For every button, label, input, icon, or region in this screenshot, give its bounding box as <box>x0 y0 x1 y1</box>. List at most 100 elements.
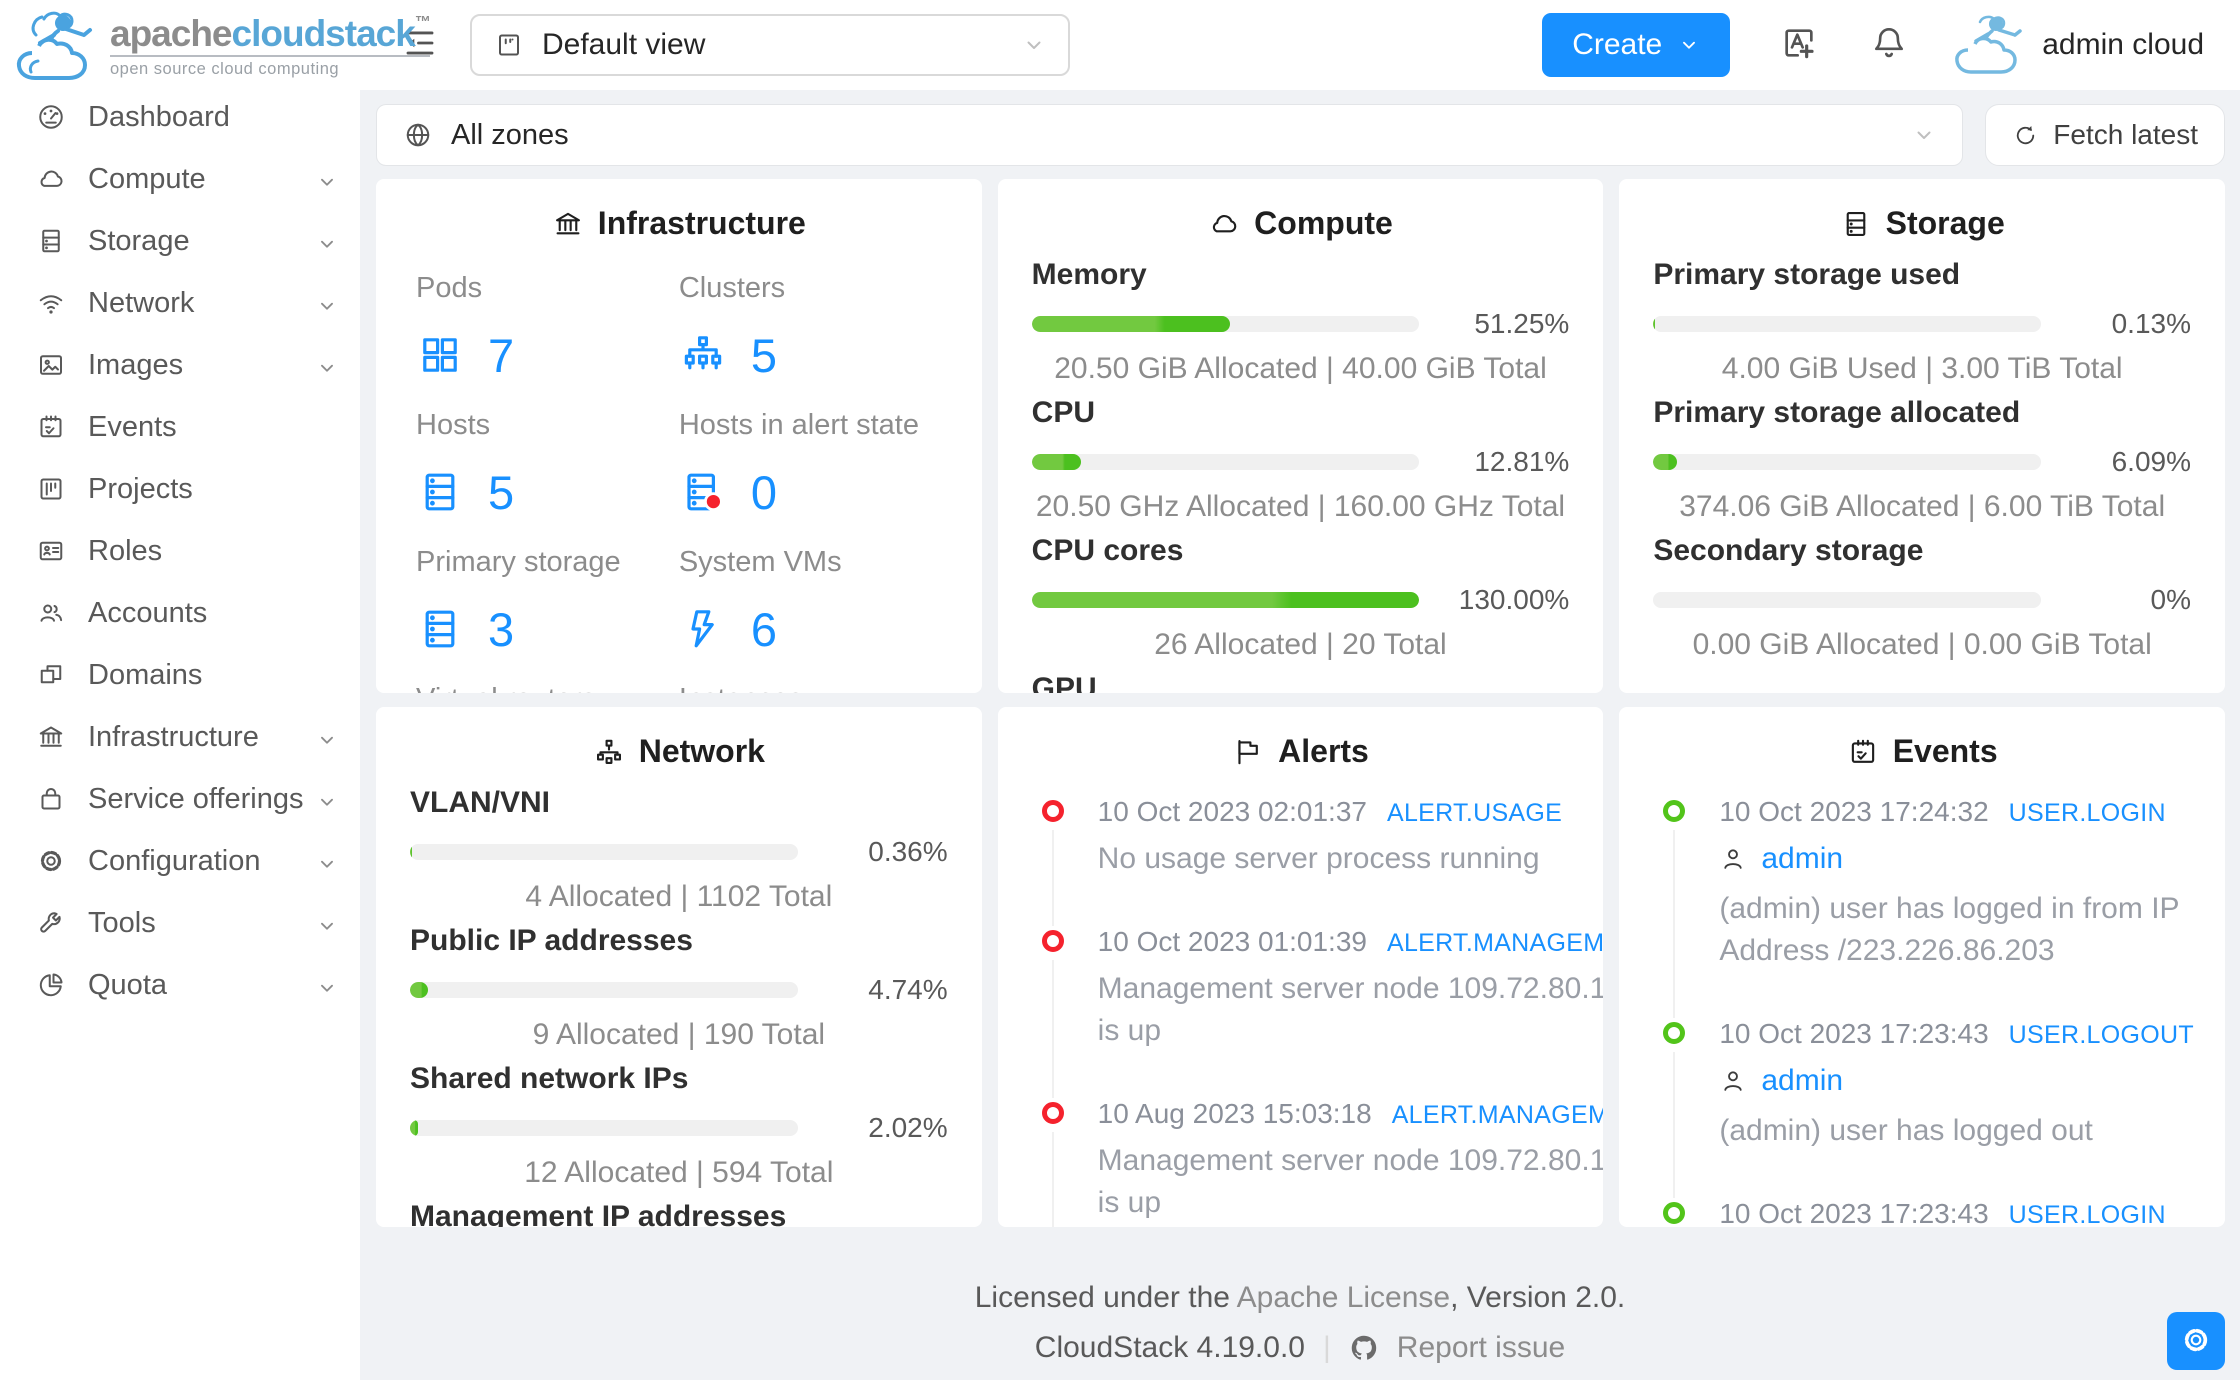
sidebar-item[interactable]: Quota <box>0 954 360 1016</box>
primary-storage-icon <box>416 605 464 653</box>
metric-name: Shared network IPs <box>410 1062 689 1095</box>
compute-card: Compute Memory 51.25% 20.50 GiB Allocate… <box>997 179 1604 693</box>
infrastructure-stat[interactable]: Virtual routers 6 <box>416 683 679 693</box>
accounts-icon <box>36 598 66 628</box>
sidebar-item-label: Infrastructure <box>88 720 259 753</box>
create-button-label: Create <box>1572 28 1663 61</box>
usage-metric: Public IP addresses 4.74% 9 Allocated | … <box>410 924 948 1052</box>
alerts-card-title-text: Alerts <box>1278 733 1369 769</box>
timeline-connector <box>1673 1052 1676 1198</box>
event-marker-icon <box>1663 1022 1686 1044</box>
chevron-down-icon <box>316 850 338 872</box>
sidebar-item[interactable]: Events <box>0 396 360 458</box>
translate-button[interactable] <box>1778 24 1820 66</box>
pods-icon <box>416 331 464 379</box>
sidebar-item[interactable]: Network <box>0 272 360 334</box>
event-timestamp: 10 Oct 2023 17:23:43 <box>1719 1018 1989 1049</box>
progress-fill <box>410 1120 418 1136</box>
timeline-rail <box>1663 796 1719 1018</box>
alert-timestamp: 10 Oct 2023 01:01:39 <box>1097 926 1367 957</box>
timeline-connector <box>1051 960 1054 1098</box>
storage-metrics: Primary storage used 0.13% 4.00 GiB Used… <box>1653 258 2191 662</box>
report-issue-link[interactable]: Report issue <box>1396 1331 1566 1364</box>
chevron-down-icon <box>316 726 338 748</box>
timeline-connector <box>1673 830 1676 1018</box>
timeline-rail <box>1663 1198 1719 1227</box>
fetch-latest-button[interactable]: Fetch latest <box>1985 104 2225 166</box>
sidebar-item[interactable]: Service offerings <box>0 768 360 830</box>
fetch-latest-label: Fetch latest <box>2053 119 2198 150</box>
infrastructure-stat[interactable]: Pods 7 <box>416 272 679 379</box>
sidebar-item-label: Network <box>88 286 195 319</box>
stat-label: Virtual routers <box>416 683 679 693</box>
sidebar-item[interactable]: Infrastructure <box>0 706 360 768</box>
alert-body: 10 Aug 2023 15:03:18 ALERT.MANAGEMENT Ma… <box>1098 1098 1604 1227</box>
storage-card: Storage Primary storage used 0.13% 4.00 … <box>1619 179 2225 693</box>
zone-selector-value: All zones <box>451 118 569 151</box>
alert-type-link[interactable]: ALERT.MANAGEMENT <box>1391 1101 1604 1129</box>
translate-icon <box>1779 23 1819 68</box>
domains-icon <box>36 660 66 690</box>
infrastructure-stat[interactable]: Instances 12 <box>679 683 942 693</box>
sidebar-menu: Dashboard Compute Storage Network Images… <box>0 86 360 1016</box>
sidebar-item[interactable]: Roles <box>0 520 360 582</box>
create-button[interactable]: Create <box>1542 13 1731 77</box>
sidebar-item[interactable]: Storage <box>0 210 360 272</box>
chevron-down-icon <box>316 788 338 810</box>
alert-type-link[interactable]: ALERT.USAGE <box>1386 799 1563 827</box>
event-type-link[interactable]: USER.LOGIN <box>2008 799 2166 827</box>
sidebar-item[interactable]: Configuration <box>0 830 360 892</box>
stat-value-row: 7 <box>416 331 679 379</box>
dashboard-content: Infrastructure Pods 7 Clusters 5 Hosts 5… <box>360 166 2240 1227</box>
sidebar-item[interactable]: Images <box>0 334 360 396</box>
infrastructure-stat[interactable]: Clusters 5 <box>679 272 942 379</box>
event-user-link[interactable]: admin <box>1761 1064 1844 1097</box>
apache-license-link[interactable]: Apache License <box>1236 1281 1451 1314</box>
view-selector[interactable]: Default view <box>470 14 1070 76</box>
sidebar-item-label: Domains <box>88 658 203 691</box>
alert-head: 10 Oct 2023 02:01:37 ALERT.USAGE <box>1098 796 1570 828</box>
event-type-link[interactable]: USER.LOGIN <box>2008 1201 2166 1227</box>
usage-metric: Management IP addresses 2.37% 6 Allocate… <box>410 1200 948 1227</box>
infrastructure-stat[interactable]: Primary storage 3 <box>416 546 679 653</box>
timeline-rail <box>1041 796 1098 926</box>
metric-percent: 51.25% <box>1474 308 1570 339</box>
stat-label: Primary storage <box>416 546 621 578</box>
alert-item: 10 Aug 2023 15:03:18 ALERT.MANAGEMENT Ma… <box>1041 1098 1603 1227</box>
infrastructure-stat[interactable]: System VMs 6 <box>679 546 942 653</box>
zone-selector[interactable]: All zones <box>376 104 1964 166</box>
stat-label: Clusters <box>678 272 786 304</box>
event-type-link[interactable]: USER.LOGOUT <box>2008 1021 2194 1049</box>
event-user-link[interactable]: admin <box>1761 842 1844 875</box>
tools-icon <box>36 908 66 938</box>
metric-name: Primary storage used <box>1653 258 1961 291</box>
usage-metric: Shared network IPs 2.02% 12 Allocated | … <box>410 1062 948 1190</box>
sidebar-item[interactable]: Compute <box>0 148 360 210</box>
infrastructure-stat[interactable]: Hosts in alert state 0 <box>679 409 942 516</box>
progress-track <box>410 982 798 998</box>
infrastructure-stats: Pods 7 Clusters 5 Hosts 5 Hosts in alert… <box>410 258 948 693</box>
timeline-rail <box>1663 1018 1719 1198</box>
app-logo: apachecloudstack™ open source cloud comp… <box>0 0 431 86</box>
settings-fab-button[interactable] <box>2167 1312 2225 1370</box>
notifications-button[interactable] <box>1868 24 1910 66</box>
alert-timestamp: 10 Oct 2023 02:01:37 <box>1097 796 1367 827</box>
metric-percent: 0% <box>2150 584 2191 615</box>
progress-fill <box>1031 592 1420 608</box>
stat-label: Hosts in alert state <box>678 409 919 441</box>
stat-label: Hosts <box>416 409 491 441</box>
sidebar-item[interactable]: Dashboard <box>0 86 360 148</box>
user-menu[interactable]: admin cloud <box>1950 10 2204 80</box>
alert-type-link[interactable]: ALERT.MANAGEMENT <box>1386 929 1604 957</box>
sidebar-item[interactable]: Domains <box>0 644 360 706</box>
sidebar-item[interactable]: Accounts <box>0 582 360 644</box>
stat-label: Pods <box>416 272 483 304</box>
metric-percent: 0.13% <box>2111 308 2191 339</box>
storage-card-title: Storage <box>1653 205 2191 242</box>
sidebar-collapse-button[interactable] <box>400 25 440 65</box>
sidebar-item[interactable]: Tools <box>0 892 360 954</box>
sidebar-item[interactable]: Projects <box>0 458 360 520</box>
infrastructure-stat[interactable]: Hosts 5 <box>416 409 679 516</box>
progress-track <box>1653 316 2041 332</box>
timeline-rail <box>1041 1098 1098 1227</box>
